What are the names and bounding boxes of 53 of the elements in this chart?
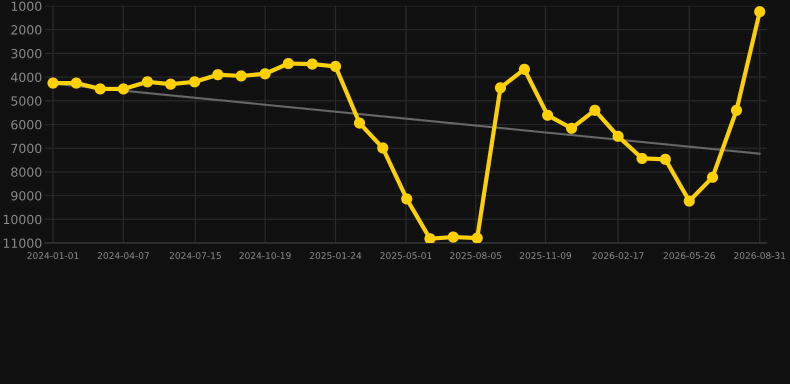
x-tick-label: 2024-01-01 <box>27 252 78 260</box>
y-tick-label: 11000 <box>4 238 42 248</box>
point <box>260 68 271 80</box>
point <box>754 6 766 18</box>
point <box>684 195 695 207</box>
x-tick-label: 2026-05-26 <box>664 252 715 260</box>
point <box>70 77 82 89</box>
point <box>494 82 506 94</box>
point <box>589 104 600 116</box>
point <box>542 110 554 121</box>
y-tick-label: 6000 <box>11 120 42 130</box>
x-tick-label: 2025-05-01 <box>380 252 432 260</box>
point <box>118 83 129 95</box>
point <box>472 232 483 243</box>
y-tick-label: 2000 <box>11 25 42 35</box>
point <box>330 60 342 72</box>
point <box>47 77 59 89</box>
point <box>660 154 671 165</box>
point <box>94 83 106 95</box>
y-tick-label: 1000 <box>12 1 42 11</box>
point <box>212 69 224 80</box>
point <box>730 104 742 116</box>
y-tick-label: 7000 <box>11 144 42 154</box>
point <box>142 76 153 88</box>
point <box>566 122 578 134</box>
point <box>518 64 530 75</box>
point <box>165 78 176 90</box>
point <box>448 232 459 243</box>
x-tick-label: 2025-01-24 <box>310 252 362 260</box>
x-tick-label: 2024-04-07 <box>98 252 149 260</box>
y-tick-label: 4000 <box>11 72 42 82</box>
point <box>612 130 624 142</box>
point <box>424 233 436 243</box>
point <box>282 58 294 70</box>
point <box>189 76 200 88</box>
point <box>236 70 247 82</box>
x-tick-label: 2024-10-19 <box>240 252 291 260</box>
x-tick-label: 2025-08-05 <box>450 252 502 260</box>
x-tick-label: 2024-07-15 <box>170 252 221 260</box>
point <box>306 58 318 70</box>
point <box>636 152 648 164</box>
point <box>401 193 412 204</box>
y-tick-label: 5000 <box>11 96 42 106</box>
x-tick-label: 2025-11-09 <box>520 252 572 260</box>
y-tick-label: 3000 <box>11 48 42 58</box>
x-tick-label: 2026-08-31 <box>734 252 786 260</box>
x-tick-label: 2026-02-17 <box>592 252 644 260</box>
y-tick-label: 9000 <box>11 191 42 201</box>
y-tick-label: 8000 <box>11 167 42 177</box>
point <box>377 142 388 154</box>
point <box>354 118 366 129</box>
point <box>706 172 718 183</box>
y-tick-label: 10000 <box>4 214 42 224</box>
